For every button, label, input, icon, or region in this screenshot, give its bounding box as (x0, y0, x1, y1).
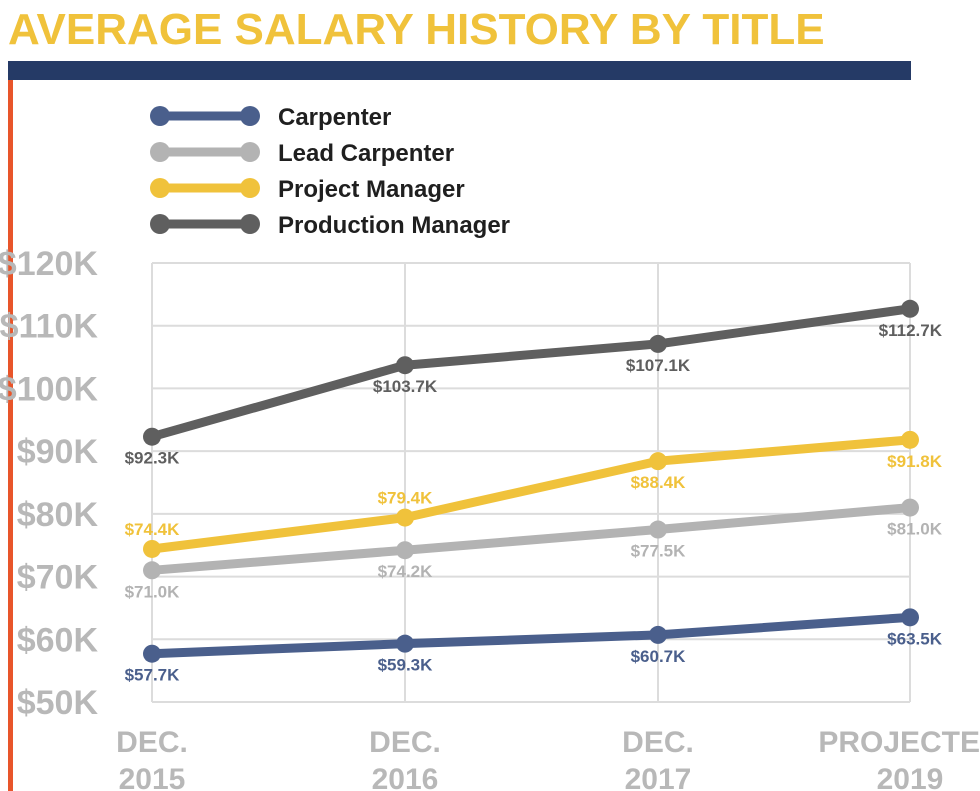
y-tick-label: $80K (17, 496, 99, 534)
series-line (147, 304, 915, 442)
series: $57.7K $59.3K $60.7K $63.5K $71.0K $74.2K $77.… (125, 299, 943, 685)
data-point (143, 539, 161, 558)
data-label: $57.7K (125, 666, 181, 685)
x-tick-label: DEC. (369, 726, 441, 759)
series-production-manager: $92.3K $103.7K $107.1K $112.7K (125, 299, 943, 468)
y-tick-label: $70K (17, 559, 99, 597)
data-label: $59.3K (378, 656, 434, 675)
data-label: $63.5K (887, 629, 943, 648)
y-tick-label: $60K (17, 621, 99, 659)
series-lead-carpenter: $71.0K $74.2K $77.5K $81.0K (125, 498, 943, 601)
data-point (143, 427, 161, 446)
x-tick-label: 2015 (119, 763, 186, 791)
y-tick-label: $50K (17, 684, 99, 722)
data-point (649, 520, 667, 539)
x-tick-label: DEC. (622, 726, 694, 759)
data-point (396, 634, 414, 653)
data-label: $79.4K (378, 489, 434, 508)
data-point (649, 452, 667, 471)
data-point (901, 430, 919, 449)
data-point (396, 508, 414, 527)
legend-label: Project Manager (278, 176, 465, 203)
legend-swatch-dot (240, 142, 260, 162)
data-label: $77.5K (631, 542, 687, 561)
data-label: $92.3K (125, 449, 181, 468)
series-line (147, 435, 915, 554)
legend-item: Carpenter (150, 104, 391, 131)
data-label: $103.7K (373, 377, 438, 396)
data-point (396, 541, 414, 560)
legend-item: Lead Carpenter (150, 140, 454, 167)
data-label: $71.0K (125, 582, 181, 601)
data-label: $91.8K (887, 452, 943, 471)
y-tick-label: $90K (17, 433, 99, 471)
legend-swatch-dot (240, 214, 260, 234)
data-point (901, 608, 919, 627)
legend: Carpenter Lead Carpenter Project Manager Pr… (150, 104, 510, 239)
left-accent-bar (8, 80, 13, 791)
x-axis-ticks: DEC. 2015 DEC. 2016 DEC. 2017 PROJECTED 2019 (116, 726, 980, 791)
legend-item: Project Manager (150, 176, 465, 203)
data-point (396, 356, 414, 375)
legend-item: Production Manager (150, 212, 510, 239)
y-axis-ticks: $120K $110K $100K $90K $80K $70K $60K $50K (0, 245, 98, 722)
legend-swatch-dot (150, 214, 170, 234)
data-label: $88.4K (631, 473, 687, 492)
data-point (901, 299, 919, 318)
series-line (147, 503, 915, 575)
data-label: $60.7K (631, 647, 687, 666)
legend-swatch-dot (150, 106, 170, 126)
data-label: $112.7K (879, 321, 943, 340)
legend-label: Lead Carpenter (278, 140, 454, 167)
legend-swatch-dot (150, 142, 170, 162)
y-tick-label: $100K (0, 370, 98, 408)
data-label: $81.0K (887, 520, 943, 539)
y-tick-label: $120K (0, 245, 98, 283)
series-line (147, 612, 915, 659)
data-point (143, 561, 161, 580)
y-tick-label: $110K (0, 308, 98, 346)
data-point (143, 644, 161, 663)
legend-swatch-dot (150, 178, 170, 198)
x-tick-label: 2017 (625, 763, 692, 791)
data-label: $74.2K (378, 562, 434, 581)
series-project-manager: $74.4K $79.4K $88.4K $91.8K (125, 430, 943, 558)
data-point (901, 498, 919, 517)
data-point (649, 334, 667, 353)
legend-swatch-dot (240, 178, 260, 198)
series-carpenter: $57.7K $59.3K $60.7K $63.5K (125, 608, 943, 685)
header-bar (8, 61, 911, 80)
legend-swatch-dot (240, 106, 260, 126)
x-tick-label: 2019 (877, 763, 944, 791)
data-point (649, 625, 667, 644)
x-tick-label: 2016 (372, 763, 439, 791)
legend-label: Carpenter (278, 104, 391, 131)
x-tick-label: DEC. (116, 726, 188, 759)
data-label: $74.4K (125, 520, 181, 539)
x-tick-label: PROJECTED (818, 726, 980, 759)
data-label: $107.1K (626, 356, 691, 375)
chart-title: AVERAGE SALARY HISTORY BY TITLE (8, 5, 825, 54)
legend-label: Production Manager (278, 212, 510, 239)
